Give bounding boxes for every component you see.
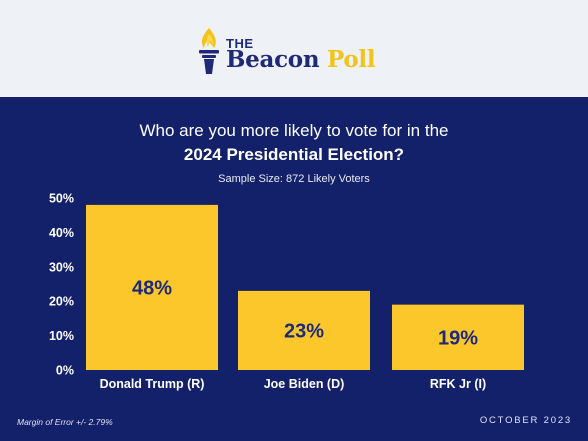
torch-icon [199,28,219,74]
margin-of-error: Margin of Error +/- 2.79% [17,417,113,427]
beacon-poll-logo: THE Beacon Poll [196,26,396,78]
chart-panel: Who are you more likely to vote for in t… [0,97,588,441]
y-tick-label: 50% [49,192,74,206]
bar-chart: 0% 10% 20% 30% 40% 50% 48% Donald Trump (R) 23% J… [49,192,524,391]
poll-date: OCTOBER 2023 [479,415,572,426]
x-category-label: Joe Biden (D) [264,377,345,391]
bar-value-label: 23% [284,320,324,342]
bar-value-label: 19% [438,327,478,349]
bar [392,304,524,370]
y-tick-label: 30% [49,260,74,274]
brand-name-main: Beacon [226,46,320,73]
x-category-label: RFK Jr (I) [430,377,486,391]
x-category-label: Donald Trump (R) [100,377,205,391]
bar [238,290,370,370]
bar-value-label: 48% [132,277,172,299]
brand-the: THE [226,36,254,51]
brand-name: Beacon Poll [226,46,376,73]
y-tick-label: 10% [49,329,74,343]
chart-subtitle: Sample Size: 872 Likely Voters [218,173,370,185]
brand-name-accent: Poll [326,46,376,73]
chart-title-line2: 2024 Presidential Election? [183,145,405,164]
y-tick-label: 0% [56,364,74,378]
y-tick-label: 40% [49,226,74,240]
chart-title-line1: Who are you more likely to vote for in t… [139,121,449,140]
y-tick-label: 20% [49,295,74,309]
header: THE Beacon Poll [0,0,588,97]
bar [86,204,218,370]
